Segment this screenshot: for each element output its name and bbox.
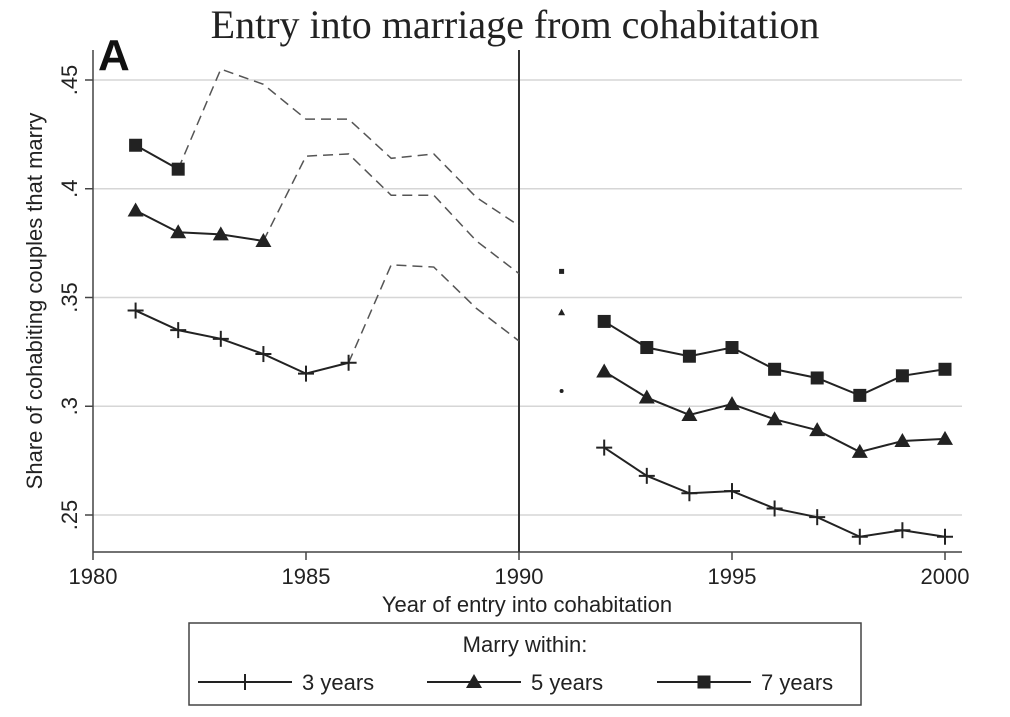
data-point-triangle <box>681 406 698 421</box>
x-tick-label: 1980 <box>69 564 118 589</box>
y-tick-label: .35 <box>57 282 82 313</box>
data-point-triangle <box>638 389 655 404</box>
series-line <box>135 309 349 375</box>
legend-item: 5 years <box>427 670 603 695</box>
series-dashed-line <box>177 68 520 227</box>
series <box>129 68 952 402</box>
data-point-plus <box>212 330 229 347</box>
data-point-triangle <box>127 202 144 217</box>
y-tick-label: .3 <box>57 397 82 415</box>
isolated-point <box>559 268 565 274</box>
data-point-square <box>725 341 739 355</box>
data-point-square <box>697 675 711 689</box>
data-point-plus <box>298 365 314 382</box>
data-point-triangle <box>894 433 911 448</box>
data-point-plus <box>127 302 144 319</box>
data-point-triangle <box>596 363 613 378</box>
data-point-triangle <box>212 226 229 241</box>
data-point-triangle <box>466 674 482 688</box>
data-point-square <box>171 162 185 176</box>
legend-title: Marry within: <box>463 632 588 657</box>
axes <box>92 50 962 553</box>
y-tick-label: .25 <box>57 500 82 531</box>
data-point-plus <box>255 346 272 363</box>
legend-label: 3 years <box>302 670 374 695</box>
data-point-square <box>129 138 143 152</box>
series-dashed-line <box>347 264 520 364</box>
data-point-plus <box>809 509 826 526</box>
legend-label: 5 years <box>531 670 603 695</box>
legend-items: 3 years 5 years 7 years <box>198 670 833 695</box>
panel-label: A <box>98 31 130 80</box>
data-point-triangle <box>724 396 740 411</box>
y-tick-label: .45 <box>57 65 82 96</box>
x-tick-label: 2000 <box>921 564 970 589</box>
data-point-plus <box>340 354 357 371</box>
legend-item: 3 years <box>198 670 374 695</box>
data-point-triangle <box>937 430 953 445</box>
data-point-triangle <box>170 224 187 239</box>
data-point-square <box>597 314 611 328</box>
x-tick-label: 1985 <box>282 564 331 589</box>
data-point-square <box>810 371 824 385</box>
data-point-plus <box>937 528 953 545</box>
legend: Marry within: 3 years 5 years 7 years <box>188 622 862 706</box>
data-point-square <box>768 362 782 376</box>
data-point-plus <box>851 528 868 545</box>
isolated-point <box>559 389 564 394</box>
data-point-square <box>895 369 909 383</box>
data-point-plus <box>681 485 698 502</box>
y-axis-label: Share of cohabiting couples that marry <box>22 113 47 490</box>
data-point-square <box>853 388 867 402</box>
legend-label: 7 years <box>761 670 833 695</box>
x-ticks: 1980 1985 1990 1995 2000 <box>69 552 970 589</box>
data-point-square <box>938 362 952 376</box>
legend-box <box>188 622 862 706</box>
data-point-triangle <box>809 422 826 437</box>
series-group <box>127 68 953 545</box>
data-point-plus <box>638 467 655 484</box>
chart-title: Entry into marriage from cohabitation <box>211 2 820 47</box>
data-point-square <box>640 341 654 355</box>
data-point-plus <box>596 439 613 456</box>
data-point-plus <box>766 500 783 517</box>
data-point-square <box>682 349 696 363</box>
data-point-triangle <box>255 232 272 247</box>
data-point-plus <box>237 674 253 690</box>
data-point-plus <box>894 522 911 539</box>
x-axis-label: Year of entry into cohabitation <box>382 592 672 617</box>
x-tick-label: 1995 <box>708 564 757 589</box>
legend-item: 7 years <box>657 670 833 695</box>
series-line <box>135 209 264 242</box>
data-point-plus <box>170 322 187 339</box>
data-point-plus <box>724 483 740 500</box>
y-tick-label: .4 <box>57 180 82 198</box>
series-line <box>135 144 179 171</box>
series <box>127 153 953 458</box>
y-ticks: .25 .3 .35 .4 .45 <box>57 65 93 531</box>
isolated-point <box>558 308 566 316</box>
data-point-triangle <box>851 443 868 458</box>
data-point-triangle <box>766 411 783 426</box>
series <box>127 264 953 545</box>
series-dashed-line <box>262 153 520 275</box>
x-tick-label: 1990 <box>495 564 544 589</box>
